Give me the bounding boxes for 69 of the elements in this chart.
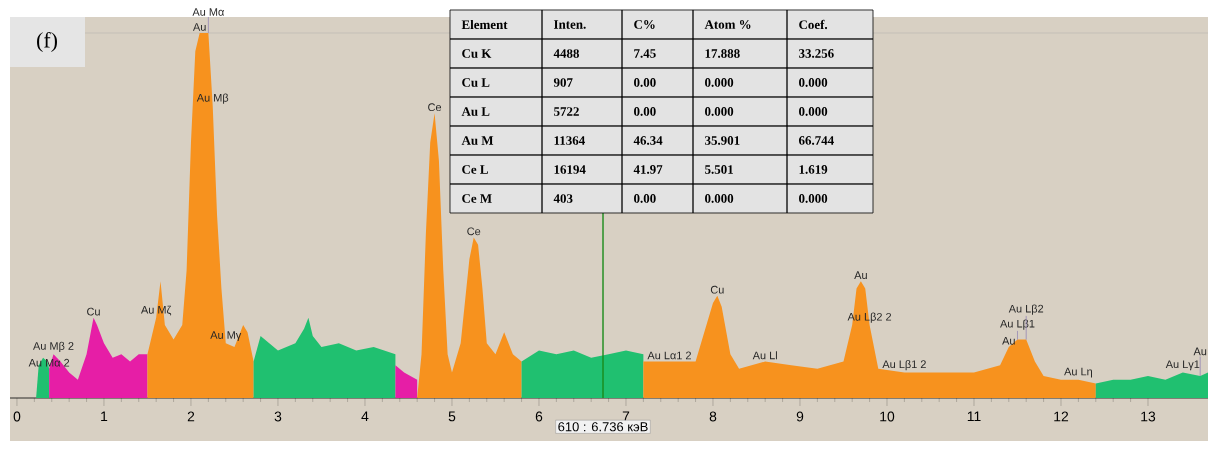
annotation: 7.45 <box>634 49 656 58</box>
annotation: 0.00 <box>634 194 656 203</box>
annotation: Au Lβ1 <box>1000 319 1035 330</box>
annotation: 17.888 <box>705 49 740 58</box>
annotation: Au <box>1002 337 1015 345</box>
annotation: Au <box>1193 347 1207 356</box>
annotation: 0.00 <box>634 107 656 116</box>
annotation: Au L <box>461 107 490 116</box>
annotation: 35.901 <box>705 136 740 145</box>
annotation: 5722 <box>554 107 579 116</box>
annotation: 4488 <box>553 49 579 58</box>
x-tick-label: 4 <box>361 411 369 422</box>
annotation: 33.256 <box>799 49 834 58</box>
annotation: 66.744 <box>798 136 834 145</box>
annotation: Au <box>192 23 206 31</box>
annotation: 403 <box>553 194 573 203</box>
annotation: Au Mα <box>192 8 224 16</box>
annotation: 0.000 <box>705 78 734 87</box>
ref-line-label: 610 : 6.736 кэВ <box>558 422 648 432</box>
annotation: Cu L <box>462 78 490 87</box>
annotation: Ce <box>428 103 442 112</box>
annotation: Ce L <box>462 165 488 174</box>
annotation: Cu K <box>462 49 492 58</box>
x-tick-label: 7 <box>622 411 630 422</box>
annotation: Au Lβ1 2 <box>882 360 926 371</box>
annotation: 1.619 <box>799 165 828 174</box>
annotation: Au Lβ2 <box>1008 304 1044 315</box>
text: Coef. <box>799 19 828 30</box>
annotation: 0.000 <box>799 107 828 116</box>
annotation: 907 <box>553 78 573 87</box>
annotation: Au <box>854 271 867 279</box>
annotation: Au M <box>461 136 494 145</box>
text: Element <box>461 19 508 30</box>
annotation: 16194 <box>554 165 586 174</box>
text: Inten. <box>553 20 586 29</box>
annotation: 0.000 <box>799 78 828 87</box>
x-tick-label: 2 <box>187 411 195 422</box>
annotation: 0.000 <box>799 194 828 203</box>
text: C% <box>634 20 655 29</box>
x-tick-label: 6 <box>535 411 543 422</box>
x-tick-label: 8 <box>709 411 717 422</box>
x-tick-label: 12 <box>1054 411 1069 422</box>
annotation: Au Mβ 2 <box>33 341 74 352</box>
x-tick-label: 3 <box>274 411 282 422</box>
annotation: Au Mβ <box>196 93 229 104</box>
x-tick-label: 1 <box>101 411 108 422</box>
chart-title: (f) <box>37 31 57 53</box>
annotation: 0.000 <box>705 107 734 116</box>
x-tick-label: 13 <box>1141 411 1156 422</box>
annotation: 46.34 <box>633 136 663 145</box>
x-tick-label: 5 <box>448 411 456 422</box>
text: Atom % <box>704 20 751 29</box>
annotation: Au Ll <box>752 351 777 360</box>
x-tick-label: 11 <box>967 411 981 422</box>
annotation: 11364 <box>554 136 585 145</box>
annotation: 41.97 <box>633 165 663 174</box>
annotation: Cu <box>710 285 724 294</box>
annotation: Ce <box>467 227 481 236</box>
annotation: Au Lη <box>1064 367 1092 378</box>
x-tick-label: 0 <box>13 411 21 422</box>
annotation: Au Lγ1 <box>1165 360 1200 371</box>
annotation: 0.00 <box>634 78 656 87</box>
annotation: 0.000 <box>705 194 734 203</box>
annotation: Ce M <box>462 194 492 203</box>
x-tick-label: 10 <box>880 411 895 422</box>
annotation: Au Lα1 2 <box>647 351 691 360</box>
annotation: Cu <box>87 307 100 316</box>
x-tick-label: 9 <box>796 411 804 422</box>
annotation: 5.501 <box>705 165 734 174</box>
